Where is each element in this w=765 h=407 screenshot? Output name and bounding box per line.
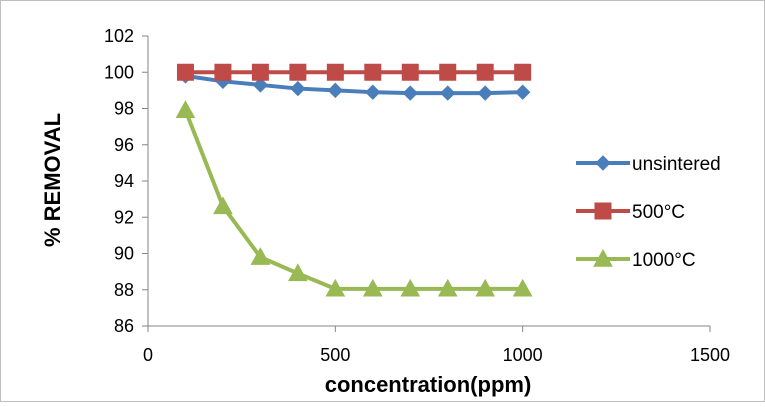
- y-axis-title: % REMOVAL: [40, 113, 65, 247]
- data-point: [290, 80, 306, 97]
- data-point: [439, 63, 457, 81]
- x-tick-label: 1000: [503, 345, 543, 365]
- y-tick-label: 102: [104, 26, 134, 46]
- data-point: [252, 77, 269, 93]
- legend-item: unsintered: [576, 154, 721, 175]
- data-point: [512, 278, 533, 297]
- data-point: [401, 63, 419, 81]
- series-1: [176, 63, 532, 81]
- y-tick-label: 90: [114, 244, 134, 264]
- data-point: [214, 63, 232, 81]
- y-tick-label: 88: [114, 280, 134, 300]
- data-point: [400, 278, 421, 297]
- data-point: [176, 63, 194, 81]
- x-tick-label: 0: [143, 345, 153, 365]
- data-point: [364, 63, 382, 81]
- data-point: [250, 247, 271, 265]
- series-line: [185, 73, 523, 96]
- y-tick-label: 100: [104, 62, 134, 82]
- data-point: [288, 263, 308, 282]
- data-point: [402, 85, 418, 101]
- x-tick-label: 1500: [690, 345, 730, 365]
- legend-label: 500°C: [632, 202, 685, 223]
- data-point: [514, 63, 532, 81]
- data-point: [365, 84, 381, 100]
- data-point: [477, 85, 493, 101]
- data-point: [362, 278, 383, 297]
- legend-marker: [594, 202, 612, 220]
- series-2: [175, 100, 533, 297]
- x-tick-label: 500: [320, 345, 350, 365]
- data-point: [440, 85, 456, 101]
- legend-label: unsintered: [632, 154, 721, 175]
- data-point: [175, 100, 196, 119]
- data-point: [437, 278, 458, 297]
- y-tick-label: 92: [114, 207, 134, 227]
- data-point: [326, 63, 344, 81]
- data-point: [325, 278, 346, 297]
- data-point: [251, 63, 269, 81]
- y-tick-label: 86: [114, 316, 134, 336]
- data-point: [289, 63, 307, 81]
- data-point: [213, 196, 233, 215]
- legend-label: 1000°C: [632, 250, 696, 271]
- x-axis-title: concentration(ppm): [325, 372, 532, 397]
- data-point: [514, 84, 531, 100]
- y-tick-label: 98: [114, 99, 134, 119]
- legend-marker: [593, 248, 613, 267]
- series-line: [183, 109, 523, 291]
- legend-item: 500°C: [576, 202, 685, 223]
- data-point: [327, 82, 344, 99]
- legend-item: 1000°C: [576, 248, 696, 271]
- data-point: [475, 278, 496, 297]
- legend-marker: [595, 155, 611, 171]
- data-point: [476, 63, 494, 81]
- y-tick-label: 94: [114, 171, 134, 191]
- y-tick-label: 96: [114, 135, 134, 155]
